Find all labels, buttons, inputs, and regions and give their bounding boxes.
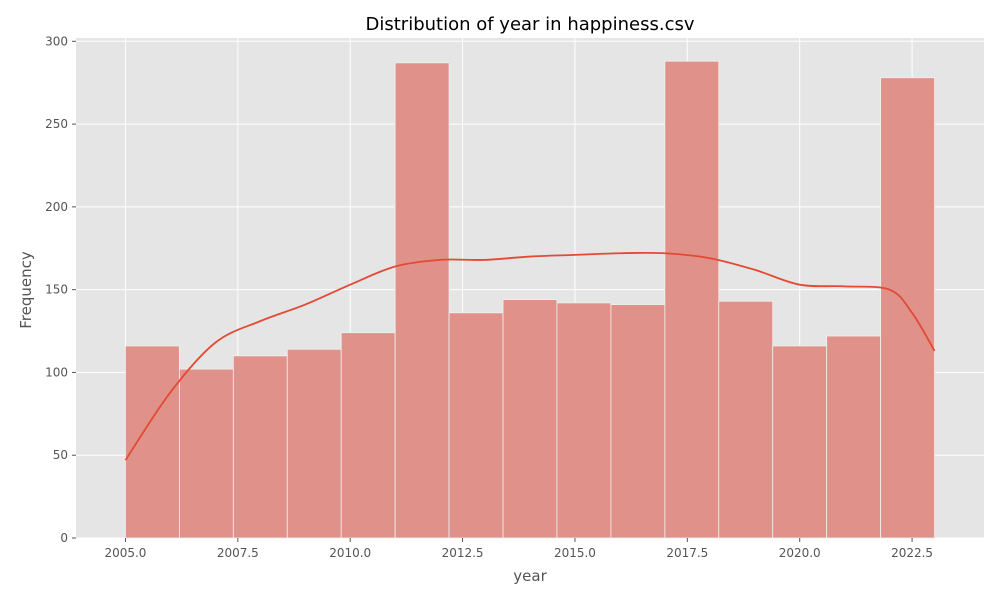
histogram-bar [448, 312, 504, 539]
y-axis-ticks: 0 50 100 150 200 250 300 [45, 34, 76, 545]
x-axis-ticks: 2005.0 2007.5 2010.0 2012.5 2015.0 2017.5 2020… [104, 538, 933, 560]
histogram-bar [178, 368, 234, 539]
histogram-bar [394, 62, 450, 539]
histogram-bar [664, 60, 720, 539]
histogram-bar [772, 345, 828, 539]
histogram-bar [502, 299, 558, 539]
x-tick-label: 2005.0 [104, 546, 146, 560]
x-tick-label: 2010.0 [329, 546, 371, 560]
y-tick-label: 100 [45, 365, 68, 379]
kde-curve-group [124, 251, 936, 461]
x-tick-label: 2015.0 [554, 546, 596, 560]
y-tick-label: 50 [53, 448, 68, 462]
histogram-bar [610, 304, 666, 539]
y-axis-label: Frequency [17, 251, 35, 329]
y-tick-label: 200 [45, 200, 68, 214]
bars [125, 60, 935, 539]
y-tick-label: 250 [45, 117, 68, 131]
histogram-bar [340, 332, 396, 539]
x-tick-label: 2012.5 [442, 546, 484, 560]
histogram-bar [718, 300, 774, 539]
x-tick-label: 2022.5 [891, 546, 933, 560]
histogram-bar [286, 348, 342, 539]
x-tick-label: 2017.5 [666, 546, 708, 560]
histogram-bar [125, 345, 180, 539]
x-axis-label: year [513, 567, 547, 585]
histogram-bar [232, 355, 288, 539]
kde-curve [124, 251, 936, 461]
x-tick-label: 2007.5 [217, 546, 259, 560]
histogram-bar [826, 335, 882, 539]
y-tick-label: 150 [45, 283, 68, 297]
y-tick-label: 0 [60, 531, 68, 545]
x-tick-label: 2020.0 [779, 546, 821, 560]
chart-title: Distribution of year in happiness.csv [366, 14, 695, 35]
histogram-bar [556, 302, 612, 539]
y-tick-label: 300 [45, 34, 68, 48]
